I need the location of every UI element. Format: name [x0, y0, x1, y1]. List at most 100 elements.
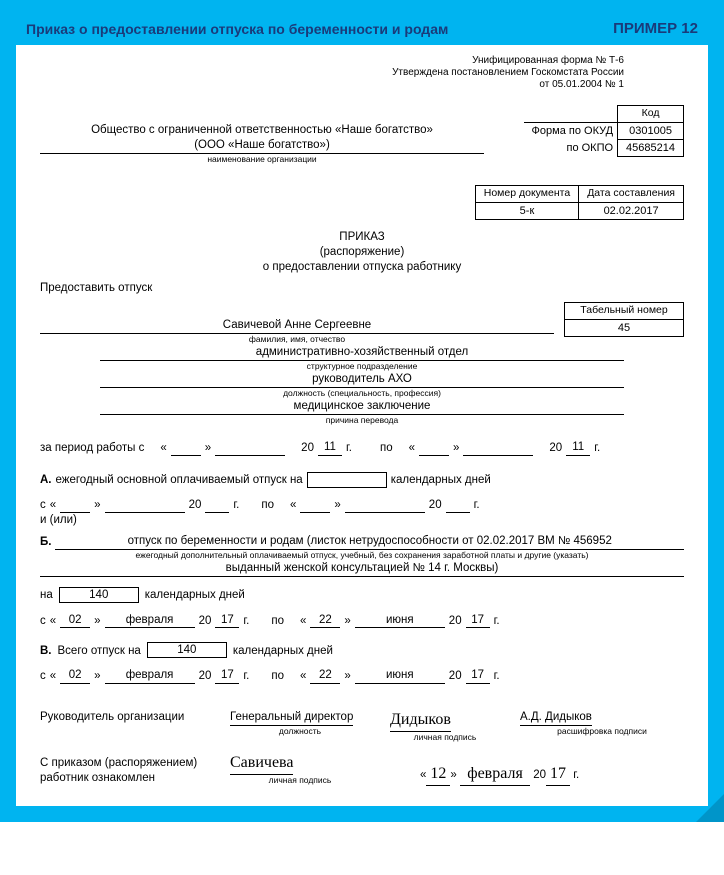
num-h: Номер документа — [475, 186, 578, 203]
ack-d: 12 — [426, 764, 450, 786]
A-text: ежегодный основной оплачиваемый отпуск н… — [56, 473, 303, 488]
g: г. — [474, 498, 480, 513]
blank — [171, 455, 201, 456]
sign-sig-sub: личная подпись — [390, 732, 500, 743]
B-sub: ежегодный дополнительный оплачиваемый от… — [40, 550, 684, 561]
g: г. — [573, 769, 579, 781]
emp-sig-sub: личная подпись — [230, 775, 370, 786]
V-label: В. — [40, 644, 52, 659]
document-frame: Приказ о предоставлении отпуска по берем… — [0, 0, 724, 822]
pos-sub: должность (специальность, профессия) — [100, 388, 624, 399]
tabnum-h: Табельный номер — [565, 302, 684, 319]
B-days: 140 — [59, 587, 139, 603]
q: » — [94, 669, 100, 684]
sign-pos-sub: должность — [230, 726, 370, 737]
document-body: Унифицированная форма № Т-6 Утверждена п… — [16, 45, 708, 806]
yr2: 11 — [566, 440, 590, 456]
s: с — [40, 614, 46, 629]
doc-title: Приказ о предоставлении отпуска по берем… — [26, 21, 448, 37]
ack-m: февраля — [460, 764, 530, 786]
docnum-table: Номер документаДата составления 5-к02.02… — [475, 185, 684, 220]
period-label: за период работы с — [40, 441, 144, 456]
yr1: 11 — [318, 440, 342, 456]
blank — [300, 512, 330, 513]
q: » — [334, 498, 340, 513]
head-label: Руководитель организации — [40, 710, 210, 725]
B-line2: выданный женской консультацией № 14 г. М… — [40, 561, 684, 577]
q: » — [344, 614, 350, 629]
blank — [205, 512, 229, 513]
B-line1: отпуск по беременности и родам (листок н… — [55, 534, 684, 550]
s: с — [40, 669, 46, 684]
V-y1: 17 — [215, 668, 239, 684]
cal: календарных дней — [233, 644, 333, 659]
q: » — [344, 669, 350, 684]
q: » — [94, 614, 100, 629]
dept: административно-хозяйственный отдел — [100, 345, 624, 361]
blank — [345, 512, 425, 513]
okud-label: Форма по ОКУД — [524, 122, 618, 139]
title-l2: (распоряжение) — [40, 245, 684, 260]
q: « — [160, 441, 166, 456]
q: » — [205, 441, 211, 456]
date-h: Дата составления — [579, 186, 684, 203]
q: « — [290, 498, 296, 513]
q: « — [300, 669, 306, 684]
grant-label: Предоставить отпуск — [40, 281, 684, 296]
g: г. — [233, 498, 239, 513]
B-m1: февраля — [105, 613, 195, 629]
ack-y: 17 — [546, 764, 570, 786]
V-m2: июня — [355, 668, 445, 684]
y20: 20 — [301, 441, 314, 456]
header-bar: Приказ о предоставлении отпуска по берем… — [16, 16, 708, 45]
tabnum-v: 45 — [565, 319, 684, 336]
B-y2: 17 — [466, 613, 490, 629]
q: « — [300, 614, 306, 629]
g: г. — [243, 669, 249, 684]
g: г. — [494, 614, 500, 629]
okpo-val: 45685214 — [618, 139, 684, 156]
V-y2: 17 — [466, 668, 490, 684]
po: по — [261, 498, 274, 513]
blank — [105, 512, 185, 513]
B-y1: 17 — [215, 613, 239, 629]
blank — [215, 455, 285, 456]
g: г. — [594, 441, 600, 456]
q: « — [409, 441, 415, 456]
y20: 20 — [199, 669, 212, 684]
V-text: Всего отпуск на — [58, 644, 141, 659]
sign-dec-sub: расшифровка подписи — [520, 726, 684, 737]
y20: 20 — [533, 769, 546, 781]
q: « — [50, 614, 56, 629]
A-label: А. — [40, 473, 52, 488]
tabnum-table: Табельный номер 45 — [564, 302, 684, 337]
V-m1: февраля — [105, 668, 195, 684]
V-d1: 02 — [60, 668, 90, 684]
order-title: ПРИКАЗ (распоряжение) о предоставлении о… — [40, 230, 684, 275]
na: на — [40, 588, 53, 603]
V-d2: 22 — [310, 668, 340, 684]
g: г. — [494, 669, 500, 684]
B-label: Б. — [40, 535, 51, 550]
reason: медицинское заключение — [100, 399, 624, 415]
form-line2: Утверждена постановлением Госкомстата Ро… — [40, 67, 624, 79]
po: по — [271, 669, 284, 684]
y20: 20 — [449, 669, 462, 684]
s: с — [40, 498, 46, 513]
emp-sig: Савичева — [230, 753, 293, 775]
cal: календарных дней — [145, 588, 245, 603]
title-l1: ПРИКАЗ — [40, 230, 684, 245]
dept-sub: структурное подразделение — [100, 361, 624, 372]
title-l3: о предоставлении отпуска работнику — [40, 260, 684, 275]
blank — [446, 512, 470, 513]
form-line3: от 05.01.2004 № 1 — [40, 79, 624, 91]
blank — [463, 455, 533, 456]
q: » — [450, 769, 456, 781]
example-label: ПРИМЕР 12 — [613, 20, 698, 37]
sign-pos: Генеральный директор — [230, 710, 353, 726]
po: по — [380, 441, 393, 456]
form-line1: Унифицированная форма № Т-6 — [40, 55, 624, 67]
q: » — [453, 441, 459, 456]
A-and: и (или) — [40, 513, 684, 528]
sign-dec: А.Д. Дидыков — [520, 710, 592, 726]
